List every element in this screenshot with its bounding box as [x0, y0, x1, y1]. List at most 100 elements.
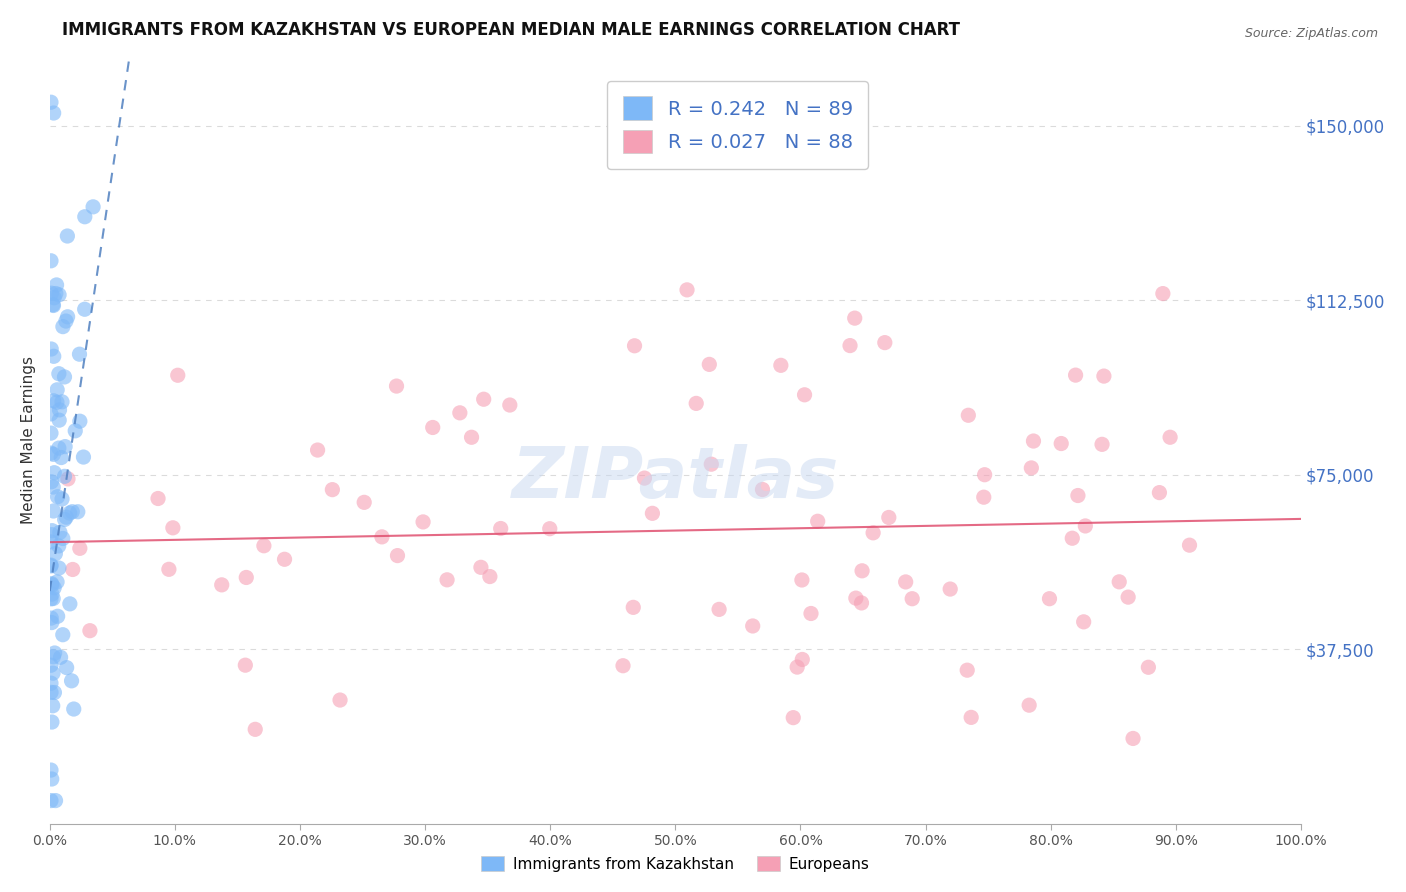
- Europeans: [741, 619, 763, 633]
- Text: IMMIGRANTS FROM KAZAKHSTAN VS EUROPEAN MEDIAN MALE EARNINGS CORRELATION CHART: IMMIGRANTS FROM KAZAKHSTAN VS EUROPEAN M…: [62, 21, 960, 39]
- Immigrants from Kazakhstan: [55, 510, 77, 524]
- Immigrants from Kazakhstan: [44, 466, 66, 480]
- Text: ZIPatlas: ZIPatlas: [512, 443, 839, 513]
- Immigrants from Kazakhstan: [56, 229, 79, 244]
- Europeans: [1073, 615, 1095, 629]
- Europeans: [1108, 574, 1130, 589]
- Europeans: [371, 530, 394, 544]
- Immigrants from Kazakhstan: [53, 370, 76, 384]
- Immigrants from Kazakhstan: [42, 447, 65, 461]
- Immigrants from Kazakhstan: [82, 200, 104, 214]
- Europeans: [253, 539, 276, 553]
- Europeans: [685, 396, 707, 410]
- Immigrants from Kazakhstan: [59, 597, 82, 611]
- Europeans: [69, 541, 91, 556]
- Europeans: [1064, 368, 1087, 383]
- Europeans: [1091, 437, 1114, 451]
- Immigrants from Kazakhstan: [72, 450, 94, 464]
- Immigrants from Kazakhstan: [44, 646, 66, 660]
- Immigrants from Kazakhstan: [46, 490, 69, 504]
- Immigrants from Kazakhstan: [41, 524, 63, 538]
- Europeans: [1137, 660, 1160, 674]
- Immigrants from Kazakhstan: [73, 302, 96, 317]
- Immigrants from Kazakhstan: [69, 347, 91, 361]
- Europeans: [973, 490, 995, 504]
- Immigrants from Kazakhstan: [42, 480, 65, 494]
- Europeans: [79, 624, 101, 638]
- Europeans: [800, 607, 823, 621]
- Immigrants from Kazakhstan: [39, 535, 62, 549]
- Europeans: [782, 711, 804, 725]
- Europeans: [873, 335, 896, 350]
- Europeans: [472, 392, 495, 407]
- Immigrants from Kazakhstan: [48, 561, 70, 575]
- Europeans: [621, 600, 644, 615]
- Europeans: [62, 562, 84, 576]
- Immigrants from Kazakhstan: [41, 578, 63, 592]
- Europeans: [751, 483, 773, 497]
- Immigrants from Kazakhstan: [39, 658, 62, 673]
- Immigrants from Kazakhstan: [39, 685, 62, 699]
- Immigrants from Kazakhstan: [39, 95, 62, 110]
- Immigrants from Kazakhstan: [49, 525, 72, 540]
- Immigrants from Kazakhstan: [39, 611, 62, 625]
- Europeans: [245, 723, 267, 737]
- Europeans: [1018, 698, 1040, 713]
- Immigrants from Kazakhstan: [46, 609, 69, 624]
- Europeans: [321, 483, 343, 497]
- Immigrants from Kazakhstan: [39, 591, 62, 606]
- Immigrants from Kazakhstan: [55, 660, 77, 674]
- Europeans: [1092, 369, 1115, 384]
- Immigrants from Kazakhstan: [48, 403, 70, 417]
- Immigrants from Kazakhstan: [60, 505, 83, 519]
- Immigrants from Kazakhstan: [42, 591, 65, 606]
- Immigrants from Kazakhstan: [39, 794, 62, 808]
- Europeans: [839, 338, 862, 352]
- Immigrants from Kazakhstan: [48, 539, 70, 553]
- Europeans: [877, 510, 900, 524]
- Europeans: [1074, 519, 1097, 533]
- Immigrants from Kazakhstan: [55, 314, 77, 328]
- Immigrants from Kazakhstan: [39, 558, 62, 573]
- Immigrants from Kazakhstan: [44, 291, 66, 305]
- Immigrants from Kazakhstan: [73, 210, 96, 224]
- Europeans: [851, 564, 873, 578]
- Immigrants from Kazakhstan: [53, 440, 76, 454]
- Europeans: [973, 467, 995, 482]
- Immigrants from Kazakhstan: [42, 298, 65, 312]
- Europeans: [412, 515, 434, 529]
- Europeans: [166, 368, 188, 383]
- Europeans: [894, 574, 917, 589]
- Immigrants from Kazakhstan: [45, 286, 67, 301]
- Immigrants from Kazakhstan: [52, 628, 75, 642]
- Immigrants from Kazakhstan: [51, 491, 73, 506]
- Europeans: [499, 398, 522, 412]
- Europeans: [56, 472, 79, 486]
- Immigrants from Kazakhstan: [44, 794, 66, 808]
- Europeans: [1116, 590, 1139, 604]
- Immigrants from Kazakhstan: [41, 475, 63, 489]
- Europeans: [1067, 489, 1090, 503]
- Europeans: [792, 652, 814, 666]
- Immigrants from Kazakhstan: [49, 650, 72, 665]
- Immigrants from Kazakhstan: [60, 673, 83, 688]
- Europeans: [449, 406, 471, 420]
- Europeans: [700, 457, 723, 471]
- Immigrants from Kazakhstan: [42, 649, 65, 664]
- Europeans: [329, 693, 352, 707]
- Europeans: [478, 569, 501, 583]
- Europeans: [790, 573, 813, 587]
- Immigrants from Kazakhstan: [41, 698, 63, 713]
- Immigrants from Kazakhstan: [56, 310, 79, 324]
- Europeans: [957, 409, 980, 423]
- Immigrants from Kazakhstan: [39, 446, 62, 460]
- Immigrants from Kazakhstan: [53, 512, 76, 526]
- Europeans: [235, 570, 257, 584]
- Europeans: [307, 443, 329, 458]
- Immigrants from Kazakhstan: [44, 547, 66, 561]
- Immigrants from Kazakhstan: [51, 394, 73, 409]
- Europeans: [786, 660, 808, 674]
- Europeans: [353, 495, 375, 509]
- Europeans: [845, 591, 868, 606]
- Immigrants from Kazakhstan: [46, 574, 69, 589]
